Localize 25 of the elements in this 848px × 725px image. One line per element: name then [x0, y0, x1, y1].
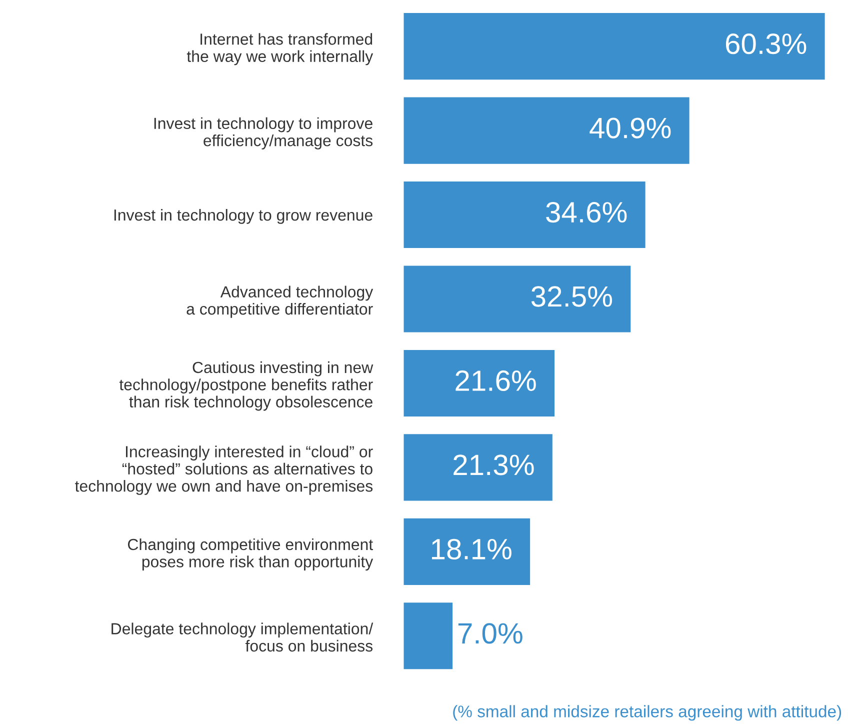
- y-tick-label: Invest in technology to grow revenue: [114, 208, 372, 224]
- data-label: 34.6%: [546, 202, 627, 223]
- data-label: 32.5%: [531, 286, 612, 307]
- data-label: 7.0%: [458, 623, 522, 644]
- bar: [404, 182, 646, 248]
- bar: [404, 13, 825, 80]
- y-tick-label: Internet has transformed the way we work internally: [186, 33, 374, 66]
- bar: [404, 266, 631, 332]
- bar: [404, 602, 453, 670]
- data-label: 60.3%: [726, 34, 806, 54]
- data-label: 21.3%: [454, 454, 534, 476]
- bar: [404, 434, 552, 501]
- data-label: 40.9%: [590, 118, 671, 138]
- y-tick-label: Delegate technology implementation/ focus on business: [112, 622, 374, 652]
- y-tick-label: Cautious investing in new technology/postpone benefits rather than risk technology obsolescence: [119, 361, 374, 411]
- y-tick-label: Changing competitive environment poses more risk than opportunity: [128, 538, 374, 571]
- data-label: 21.6%: [456, 370, 536, 392]
- data-label: 18.1%: [432, 538, 512, 560]
- bar: [404, 518, 530, 585]
- y-tick-label: Advanced technology a competitive differentiator: [186, 286, 374, 318]
- bar: [404, 97, 690, 164]
- bar: [404, 350, 555, 416]
- y-tick-label: Increasingly interested in “cloud” or “hosted” solutions as alternatives to technology we own and have on-premises: [75, 446, 373, 495]
- text: (% small and midsize retailers agreeing with attitude): [453, 705, 842, 721]
- y-tick-label: Invest in technology to improve efficiency/manage costs: [154, 117, 373, 150]
